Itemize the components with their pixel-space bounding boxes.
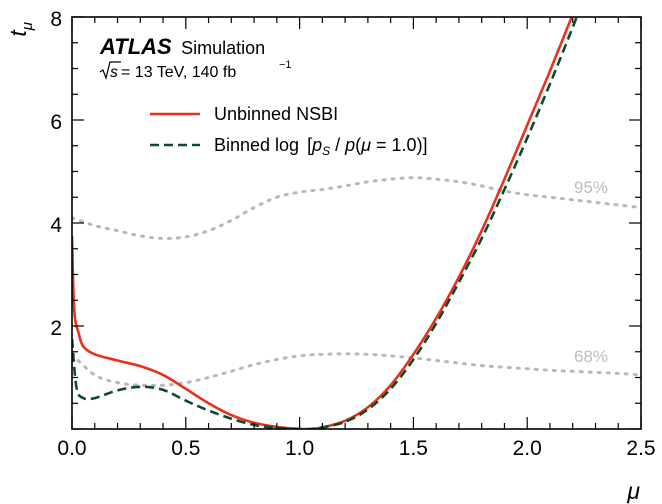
legend-label-binned: Binned log [pS / p(μ = 1.0)] [214, 135, 428, 158]
x-tick-label: 2.0 [513, 437, 542, 460]
y-tick-label: 6 [50, 111, 62, 134]
series-group [72, 17, 579, 429]
x-tick-label: 0.0 [57, 437, 86, 460]
sqrt-s-text: s [110, 64, 118, 81]
band-68-curve [72, 352, 641, 388]
atlas-text: ATLAS [99, 34, 172, 59]
y-tick-label: 2 [50, 317, 62, 340]
y-tick-label: 8 [50, 8, 62, 31]
energy-exponent: −1 [279, 59, 292, 71]
x-axis-label: μ [626, 478, 640, 504]
y-tick-label: 4 [50, 214, 62, 237]
energy-text: = 13 TeV, 140 fb [121, 64, 236, 81]
x-tick-labels: 0.0 0.5 1.0 1.5 2.0 2.5 [57, 437, 655, 460]
sqrt-symbol [99, 61, 121, 81]
y-axis-label: tμ [5, 22, 36, 37]
band-95-curve [72, 176, 641, 240]
x-tick-label: 1.5 [399, 437, 428, 460]
x-tick-label: 2.5 [626, 437, 655, 460]
experiment-label: ATLAS Simulation [99, 34, 265, 59]
y-tick-labels: 2 4 6 8 [50, 8, 62, 340]
y-axis-label-text: tμ [5, 22, 36, 37]
band-group [72, 176, 641, 388]
axis-ticks [71, 16, 642, 430]
x-tick-label: 1.0 [285, 437, 314, 460]
band-95-label: 95% [574, 178, 608, 197]
x-tick-label: 0.5 [171, 437, 200, 460]
simulation-text: Simulation [181, 38, 265, 58]
plot-frame [71, 16, 642, 430]
series-binned-log-line [72, 17, 579, 429]
band-68-label: 68% [574, 347, 608, 366]
energy-label: s = 13 TeV, 140 fb −1 [99, 59, 292, 81]
series-unbinned-nsbi-line [72, 17, 574, 429]
legend-label-unbinned: Unbinned NSBI [214, 104, 338, 124]
legend: Unbinned NSBI Binned log [pS / p(μ = 1.0… [150, 104, 428, 158]
